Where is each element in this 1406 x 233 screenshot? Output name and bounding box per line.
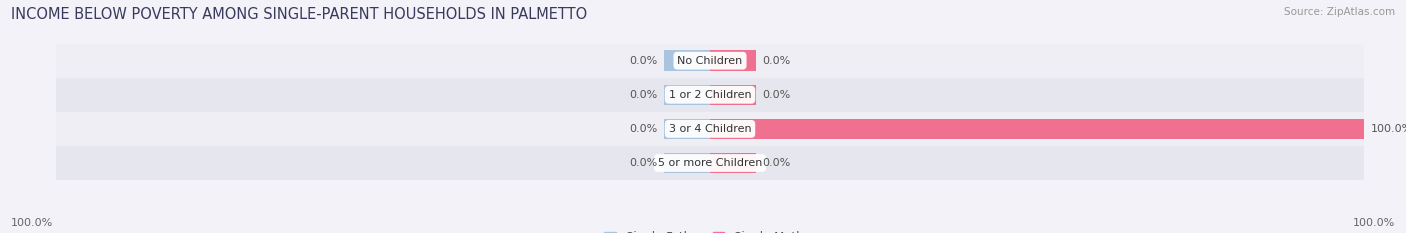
Bar (664, 85, 710, 105)
Bar (710, 51, 756, 71)
Bar (56, 112, 1364, 146)
Bar (664, 119, 710, 139)
Text: 0.0%: 0.0% (630, 56, 658, 66)
Text: INCOME BELOW POVERTY AMONG SINGLE-PARENT HOUSEHOLDS IN PALMETTO: INCOME BELOW POVERTY AMONG SINGLE-PARENT… (11, 7, 588, 22)
Text: Source: ZipAtlas.com: Source: ZipAtlas.com (1284, 7, 1395, 17)
Text: 1 or 2 Children: 1 or 2 Children (669, 90, 751, 100)
Text: 0.0%: 0.0% (762, 56, 790, 66)
Text: 0.0%: 0.0% (762, 158, 790, 168)
Text: 100.0%: 100.0% (1353, 218, 1395, 228)
Legend: Single Father, Single Mother: Single Father, Single Mother (600, 226, 820, 233)
Text: No Children: No Children (678, 56, 742, 66)
Bar (56, 44, 1364, 78)
Text: 0.0%: 0.0% (762, 90, 790, 100)
Bar (664, 153, 710, 173)
Bar (710, 85, 756, 105)
Text: 0.0%: 0.0% (630, 90, 658, 100)
Text: 100.0%: 100.0% (11, 218, 53, 228)
Bar (664, 51, 710, 71)
Bar (710, 153, 756, 173)
Text: 0.0%: 0.0% (630, 124, 658, 134)
Text: 3 or 4 Children: 3 or 4 Children (669, 124, 751, 134)
Bar (56, 78, 1364, 112)
Bar (56, 146, 1364, 180)
Text: 100.0%: 100.0% (1371, 124, 1406, 134)
Text: 0.0%: 0.0% (630, 158, 658, 168)
Bar (710, 119, 1364, 139)
Text: 5 or more Children: 5 or more Children (658, 158, 762, 168)
